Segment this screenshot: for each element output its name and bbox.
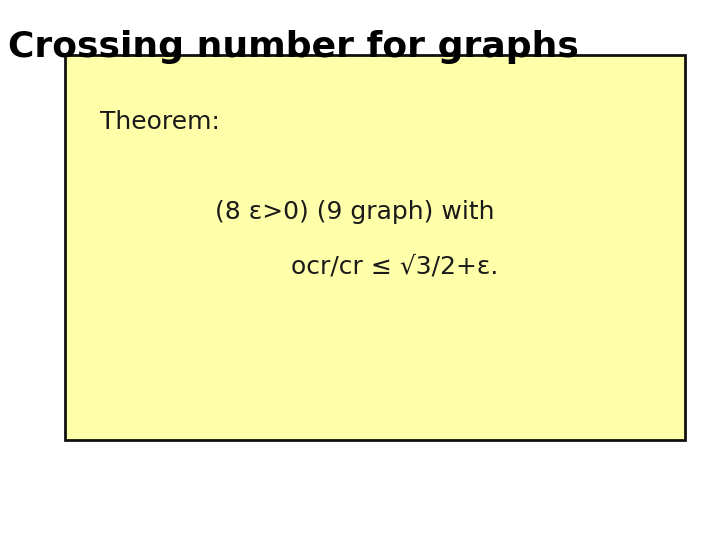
Bar [65,55,685,440]
Text: Theorem:: Theorem: [100,110,220,134]
Text: ocr/cr ≤ √3/2+ε.: ocr/cr ≤ √3/2+ε. [292,255,499,279]
Text: (8 ε>0) (9 graph) with: (8 ε>0) (9 graph) with [215,200,495,224]
Text: Crossing number for graphs: Crossing number for graphs [8,30,579,64]
